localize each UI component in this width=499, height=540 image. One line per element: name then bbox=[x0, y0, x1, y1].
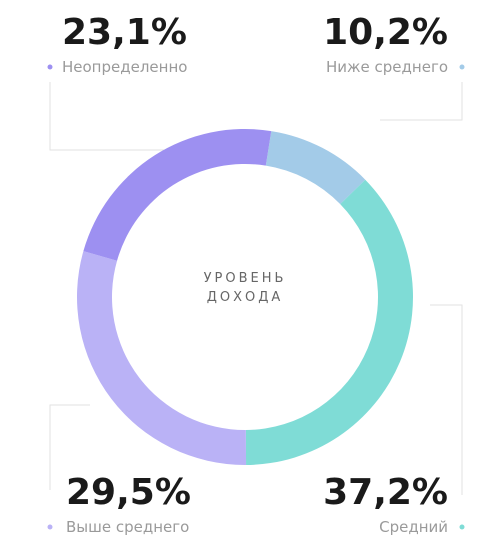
legend-label: Выше среднего bbox=[66, 518, 189, 536]
value-label: 29,5% bbox=[66, 472, 191, 513]
legend-label: Средний bbox=[379, 518, 448, 536]
legend-dot bbox=[47, 524, 53, 530]
connector bbox=[49, 404, 90, 490]
connector bbox=[49, 82, 190, 151]
legend-dot bbox=[459, 524, 465, 530]
donut-segment bbox=[77, 251, 247, 465]
center-label: ДОХОДА bbox=[207, 290, 284, 305]
legend-dot bbox=[47, 64, 53, 70]
center-label: УРОВЕНЬ bbox=[204, 271, 287, 286]
connector bbox=[380, 82, 463, 121]
legend-dot bbox=[459, 64, 465, 70]
legend-label: Неопределенно bbox=[62, 58, 187, 76]
donut-segment bbox=[83, 129, 272, 261]
legend-label: Ниже среднего bbox=[326, 58, 448, 76]
connector bbox=[430, 304, 463, 495]
donut-segment bbox=[245, 179, 413, 465]
value-label: 37,2% bbox=[323, 472, 448, 513]
donut-segment bbox=[265, 131, 366, 205]
value-label: 10,2% bbox=[323, 12, 448, 53]
value-label: 23,1% bbox=[62, 12, 187, 53]
